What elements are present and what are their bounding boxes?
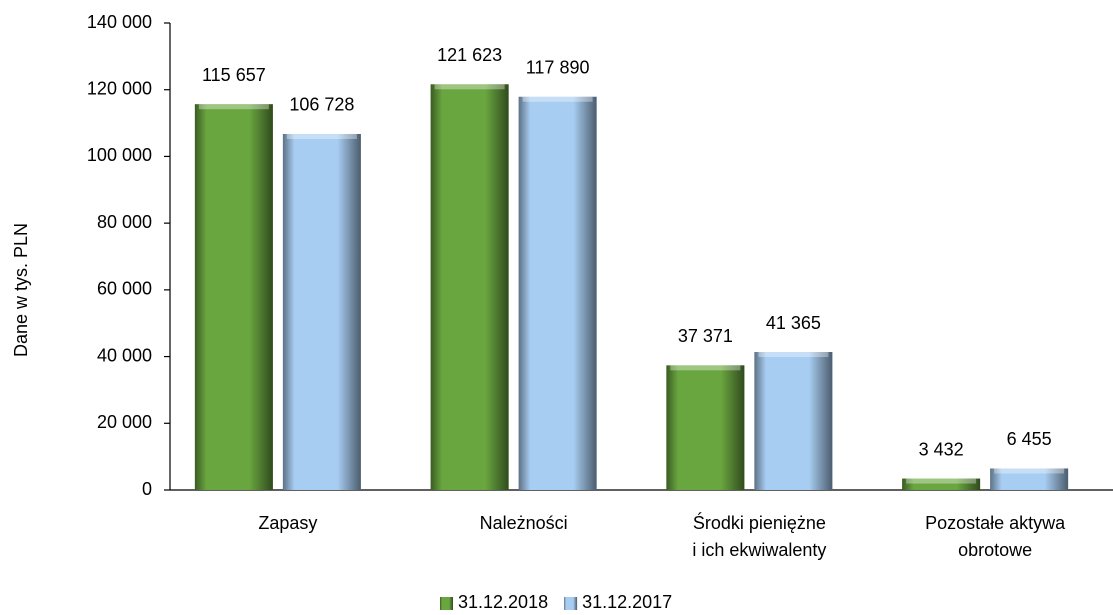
y-tick-label: 100 000 (87, 145, 152, 165)
y-tick-label: 60 000 (97, 279, 152, 299)
y-tick-label: 120 000 (87, 78, 152, 98)
data-label: 37 371 (678, 326, 733, 346)
x-tick-label: Środki pieniężne i ich ekwiwalenty (692, 512, 826, 560)
bar-shade (518, 96, 597, 491)
data-label: 3 432 (919, 439, 964, 459)
y-tick-label: 40 000 (97, 345, 152, 365)
bar-shade (902, 478, 981, 490)
bar-cap (758, 352, 829, 358)
legend-swatch-shade (564, 597, 578, 610)
bar-cap (522, 96, 593, 102)
bar-cap (434, 84, 505, 90)
bar-shade (430, 84, 509, 491)
y-tick-label: 140 000 (87, 12, 152, 32)
legend-label: 31.12.2018 (458, 592, 548, 612)
bar-cap (994, 468, 1065, 474)
data-label: 6 455 (1007, 429, 1052, 449)
data-label: 115 657 (202, 65, 266, 85)
data-label: 106 728 (289, 95, 354, 115)
x-tick-label: Należności (480, 513, 568, 533)
data-label: 117 890 (526, 58, 590, 78)
bar-shade (990, 468, 1069, 490)
bar-cap (198, 104, 269, 110)
legend-swatch-shade (440, 597, 453, 610)
y-axis-label: Dane w tys. PLN (11, 223, 31, 357)
x-tick-label: Zapasy (258, 513, 317, 533)
legend-label: 31.12.2017 (582, 592, 672, 612)
y-tick-label: 0 (142, 479, 152, 499)
bar-shade (754, 352, 833, 490)
bar-cap (670, 365, 741, 371)
bar-shade (666, 365, 745, 490)
x-tick-label: Pozostałe aktywa obrotowe (925, 513, 1066, 560)
y-tick-label: 20 000 (97, 412, 152, 432)
y-tick-label: 80 000 (97, 212, 152, 232)
bar-shade (282, 133, 361, 490)
bar-cap (906, 478, 977, 484)
bar-shade (194, 104, 273, 490)
bar-cap (286, 133, 357, 139)
data-label: 121 623 (437, 45, 502, 65)
data-label: 41 365 (766, 313, 821, 333)
